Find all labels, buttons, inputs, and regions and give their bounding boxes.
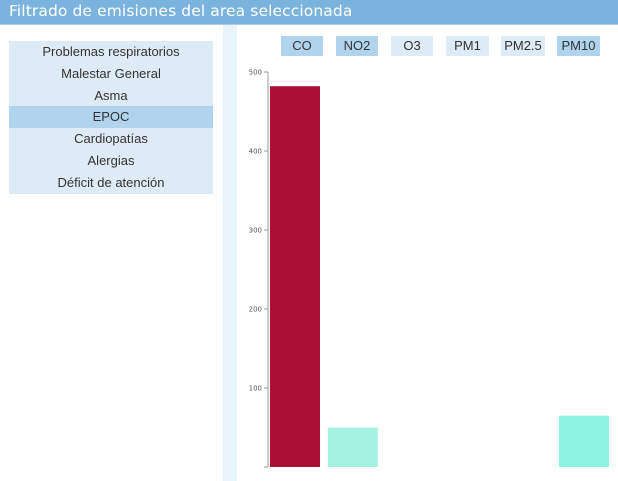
- bar-co[interactable]: [270, 86, 320, 467]
- bar-pm10[interactable]: [559, 415, 609, 467]
- y-axis: 100 200 300 400 500: [249, 69, 269, 468]
- filter-item-problemas-respiratorios[interactable]: Problemas respiratorios: [42, 44, 180, 59]
- tab-pm2-5[interactable]: PM2.5: [501, 36, 545, 56]
- y-tick-label: 300: [249, 227, 262, 235]
- tab-no2[interactable]: NO2: [336, 36, 378, 56]
- tab-pm1[interactable]: PM1: [446, 36, 489, 56]
- title-bar: Filtrado de emisiones del area seleccion…: [0, 0, 618, 25]
- filter-item-epoc[interactable]: EPOC: [9, 106, 213, 129]
- y-tick-label: 200: [249, 306, 262, 314]
- window-title: Filtrado de emisiones del area seleccion…: [9, 2, 353, 20]
- panel-divider: [223, 25, 237, 481]
- y-tick-label: 100: [249, 385, 262, 393]
- y-tick-label: 500: [249, 69, 262, 77]
- filter-item-deficit-de-atencion[interactable]: Déficit de atención: [57, 174, 165, 190]
- y-tick-label: 400: [249, 148, 262, 156]
- filter-item-cardiopatias[interactable]: Cardiopatías: [74, 131, 148, 147]
- filter-item-malestar-general[interactable]: Malestar General: [61, 65, 161, 81]
- condition-filter-list: Problemas respiratorios Malestar General…: [9, 41, 213, 194]
- tab-o3[interactable]: O3: [391, 36, 433, 56]
- filter-item-alergias[interactable]: Alergias: [87, 152, 135, 168]
- tab-co[interactable]: CO: [281, 36, 323, 56]
- bar-no2[interactable]: [327, 427, 378, 468]
- filter-item-asma[interactable]: Asma: [94, 87, 128, 103]
- pollutant-tabs: CO NO2 O3 PM1 PM2.5 PM10: [0, 36, 618, 56]
- bars: [270, 86, 609, 467]
- tab-pm10[interactable]: PM10: [557, 36, 600, 56]
